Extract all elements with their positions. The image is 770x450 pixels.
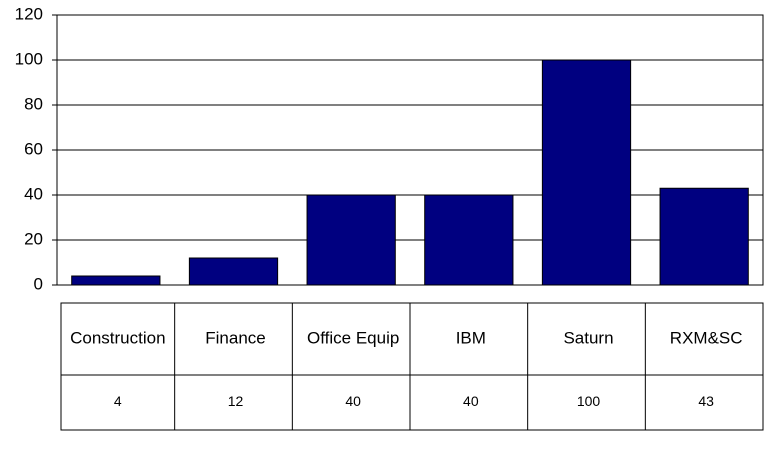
category-label: IBM	[456, 328, 486, 347]
value-label: 12	[228, 393, 244, 409]
bar	[71, 275, 161, 286]
y-tick-label: 120	[15, 4, 43, 23]
bar	[424, 194, 514, 286]
y-tick-label: 100	[15, 49, 43, 68]
value-label: 40	[345, 393, 361, 409]
plot-border	[56, 14, 764, 286]
category-label: Finance	[205, 328, 265, 347]
y-tick-label: 0	[34, 274, 43, 293]
bar	[306, 194, 396, 286]
bar	[659, 187, 749, 286]
value-label: 40	[463, 393, 479, 409]
category-label: Saturn	[563, 328, 613, 347]
y-tick-label: 20	[24, 229, 43, 248]
category-label: Construction	[70, 328, 165, 347]
value-label: 43	[698, 393, 714, 409]
bar	[188, 257, 279, 286]
y-tick-label: 80	[24, 94, 43, 113]
data-table-border	[60, 302, 764, 431]
y-tick-label: 60	[24, 139, 43, 158]
y-tick-label: 40	[24, 184, 43, 203]
value-label: 4	[114, 393, 122, 409]
bar	[541, 59, 632, 286]
value-label: 100	[577, 393, 601, 409]
category-label: Office Equip	[307, 328, 399, 347]
category-label: RXM&SC	[670, 328, 743, 347]
